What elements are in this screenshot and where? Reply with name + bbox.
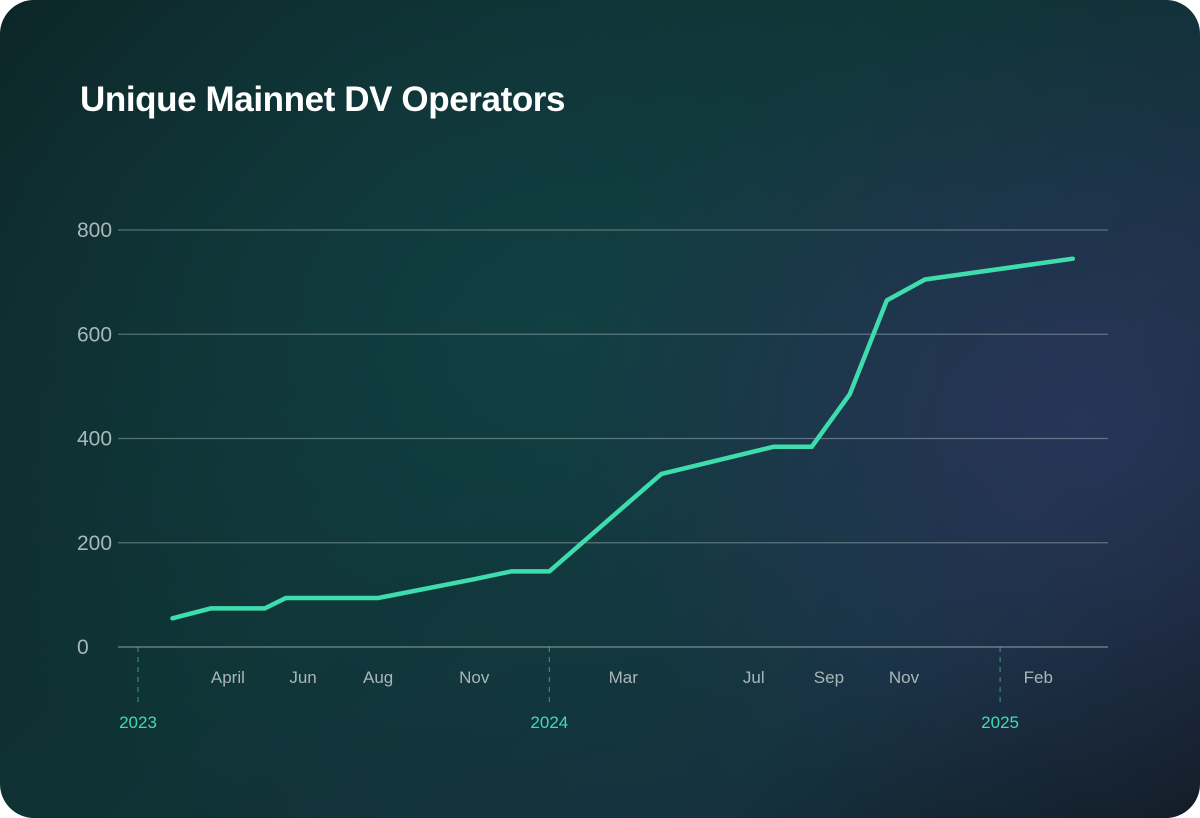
x-tick-label: Nov <box>459 668 490 687</box>
chart-title: Unique Mainnet DV Operators <box>80 80 566 119</box>
x-tick-label: Nov <box>889 668 920 687</box>
x-tick-label: April <box>211 668 245 687</box>
y-tick-label: 800 <box>77 219 112 242</box>
x-tick-label: Jun <box>289 668 316 687</box>
x-tick-label: Sep <box>814 668 844 687</box>
x-tick-label: Mar <box>609 668 639 687</box>
x-tick-label: Jul <box>743 668 765 687</box>
y-tick-label: 400 <box>77 428 112 451</box>
year-tick-label: 2023 <box>119 713 157 732</box>
y-tick-label: 200 <box>77 532 112 555</box>
year-tick-label: 2025 <box>981 713 1019 732</box>
x-tick-label: Aug <box>363 668 393 687</box>
y-tick-label: 0 <box>77 636 89 659</box>
series-line <box>170 256 1076 621</box>
x-tick-label: Feb <box>1024 668 1053 687</box>
y-tick-label: 600 <box>77 323 112 346</box>
year-tick-label: 2024 <box>530 713 568 732</box>
